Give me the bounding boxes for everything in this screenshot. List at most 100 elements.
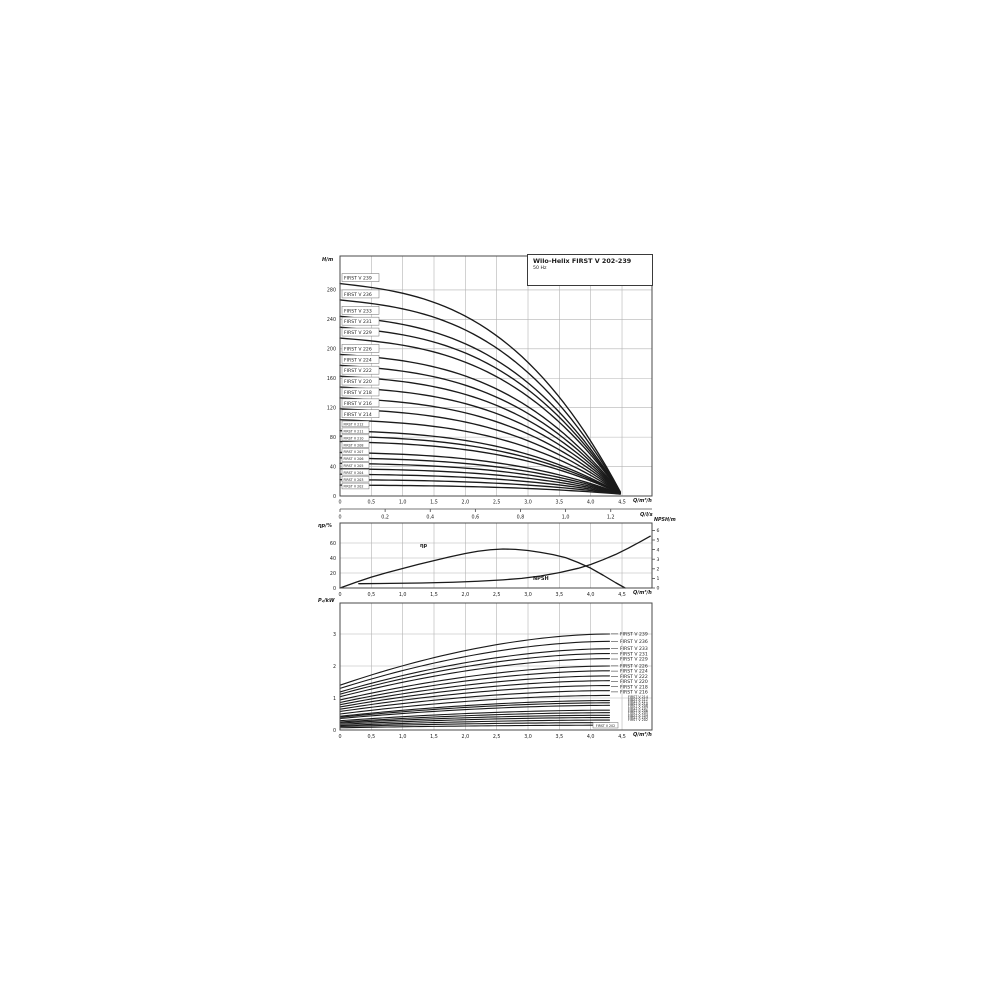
svg-text:1: 1 — [657, 576, 660, 582]
svg-text:4,0: 4,0 — [587, 592, 595, 598]
svg-text:FIRST V 214: FIRST V 214 — [344, 412, 372, 418]
svg-text:FIRST V 220: FIRST V 220 — [344, 379, 372, 385]
svg-text:4,5: 4,5 — [618, 592, 626, 598]
svg-text:280: 280 — [327, 288, 336, 294]
svg-text:FIRST V 203: FIRST V 203 — [628, 716, 648, 720]
svg-text:FIRST V 231: FIRST V 231 — [344, 319, 372, 325]
svg-text:FIRST V 239: FIRST V 239 — [620, 632, 648, 638]
svg-text:FIRST V 210: FIRST V 210 — [628, 702, 648, 706]
svg-text:FIRST V 206: FIRST V 206 — [344, 457, 364, 461]
svg-text:FIRST V 233: FIRST V 233 — [620, 646, 648, 652]
svg-text:3,0: 3,0 — [524, 734, 532, 740]
svg-text:2: 2 — [657, 567, 660, 573]
svg-text:FIRST V 205: FIRST V 205 — [344, 464, 364, 468]
svg-text:FIRST V 218: FIRST V 218 — [620, 684, 648, 690]
npsh-axis-label: NPSH/m — [654, 518, 676, 523]
svg-text:160: 160 — [327, 376, 336, 382]
svg-text:FIRST V 224: FIRST V 224 — [620, 669, 648, 675]
svg-text:FIRST V 211: FIRST V 211 — [344, 430, 364, 434]
svg-text:40: 40 — [330, 556, 336, 562]
svg-text:FIRST V 207: FIRST V 207 — [628, 707, 648, 711]
svg-text:FIRST V 236: FIRST V 236 — [620, 639, 648, 645]
svg-text:3: 3 — [657, 557, 660, 563]
svg-text:1,2: 1,2 — [607, 515, 615, 521]
eta-curve-label: ηp — [420, 543, 428, 549]
svg-text:FIRST V 231: FIRST V 231 — [620, 651, 648, 657]
svg-text:FIRST V 220: FIRST V 220 — [620, 679, 648, 685]
flow-axis-label-middle: Q/m³/h — [633, 590, 652, 596]
svg-text:3,0: 3,0 — [524, 500, 532, 506]
svg-text:4,0: 4,0 — [587, 734, 595, 740]
flow-axis-label-top: Q/m³/h — [633, 498, 652, 504]
svg-text:1,0: 1,0 — [399, 592, 407, 598]
svg-text:FIRST V 224: FIRST V 224 — [344, 357, 372, 363]
svg-text:FIRST V 212: FIRST V 212 — [344, 423, 364, 427]
svg-text:FIRST V 211: FIRST V 211 — [628, 700, 648, 704]
svg-text:0,6: 0,6 — [472, 515, 480, 521]
svg-text:FIRST V 236: FIRST V 236 — [344, 292, 372, 298]
svg-text:2,5: 2,5 — [493, 734, 501, 740]
svg-text:0: 0 — [338, 592, 341, 598]
svg-text:0: 0 — [333, 494, 336, 500]
svg-text:1,5: 1,5 — [430, 500, 438, 506]
svg-text:2,5: 2,5 — [493, 500, 501, 506]
svg-text:0: 0 — [333, 728, 336, 734]
svg-text:0,8: 0,8 — [517, 515, 525, 521]
svg-text:FIRST V 202: FIRST V 202 — [344, 485, 364, 489]
svg-text:2,5: 2,5 — [493, 592, 501, 598]
svg-text:FIRST V 202: FIRST V 202 — [628, 718, 648, 722]
svg-text:FIRST V 207: FIRST V 207 — [344, 450, 364, 454]
svg-text:0: 0 — [338, 515, 341, 521]
svg-text:FIRST V 216: FIRST V 216 — [344, 401, 372, 407]
svg-text:1,5: 1,5 — [430, 734, 438, 740]
svg-text:40: 40 — [330, 464, 336, 470]
svg-text:FIRST V 229: FIRST V 229 — [620, 657, 648, 663]
svg-text:1,0: 1,0 — [399, 734, 407, 740]
svg-text:3,0: 3,0 — [524, 592, 532, 598]
svg-text:5: 5 — [657, 538, 660, 544]
svg-text:0,2: 0,2 — [381, 515, 389, 521]
svg-text:2,0: 2,0 — [462, 734, 470, 740]
svg-text:1,0: 1,0 — [562, 515, 570, 521]
svg-text:0,5: 0,5 — [368, 500, 376, 506]
svg-text:1,0: 1,0 — [399, 500, 407, 506]
svg-text:FIRST V 226: FIRST V 226 — [344, 346, 372, 352]
svg-text:0,5: 0,5 — [368, 734, 376, 740]
svg-text:FIRST V 226: FIRST V 226 — [620, 664, 648, 670]
svg-text:FIRST V 210: FIRST V 210 — [344, 436, 364, 440]
svg-text:0: 0 — [333, 586, 336, 592]
svg-text:FIRST V 233: FIRST V 233 — [344, 308, 372, 314]
flow-ls-axis-label: Q/l/s — [640, 512, 653, 518]
svg-text:4,5: 4,5 — [618, 734, 626, 740]
efficiency-axis-label: ηp/% — [318, 523, 332, 529]
svg-text:FIRST V 204: FIRST V 204 — [344, 471, 364, 475]
svg-text:4,5: 4,5 — [618, 500, 626, 506]
svg-text:FIRST V 218: FIRST V 218 — [344, 390, 372, 396]
svg-text:80: 80 — [330, 435, 336, 441]
svg-text:20: 20 — [330, 571, 336, 577]
svg-text:240: 240 — [327, 317, 336, 323]
svg-text:FIRST V 208: FIRST V 208 — [344, 443, 364, 447]
svg-text:120: 120 — [327, 405, 336, 411]
svg-text:FIRST V 222: FIRST V 222 — [620, 674, 648, 680]
power-axis-label: P₂/kW — [318, 598, 335, 604]
svg-text:3,5: 3,5 — [556, 500, 564, 506]
svg-text:3: 3 — [333, 632, 336, 638]
svg-text:3,5: 3,5 — [556, 734, 564, 740]
svg-text:FIRST V 205: FIRST V 205 — [628, 711, 648, 715]
svg-text:FIRST V 214: FIRST V 214 — [628, 695, 648, 699]
svg-text:2,0: 2,0 — [462, 500, 470, 506]
svg-text:0,5: 0,5 — [368, 592, 376, 598]
svg-text:FIRST V 239: FIRST V 239 — [344, 276, 372, 282]
chart-title: Wilo-Helix FIRST V 202-239 — [533, 257, 632, 265]
svg-text:FIRST V 202: FIRST V 202 — [596, 724, 615, 728]
svg-text:0: 0 — [338, 500, 341, 506]
flow-axis-label-bottom: Q/m³/h — [633, 732, 652, 738]
head-axis-label: H/m — [322, 257, 334, 263]
svg-text:1: 1 — [333, 696, 336, 702]
svg-text:2: 2 — [333, 664, 336, 670]
